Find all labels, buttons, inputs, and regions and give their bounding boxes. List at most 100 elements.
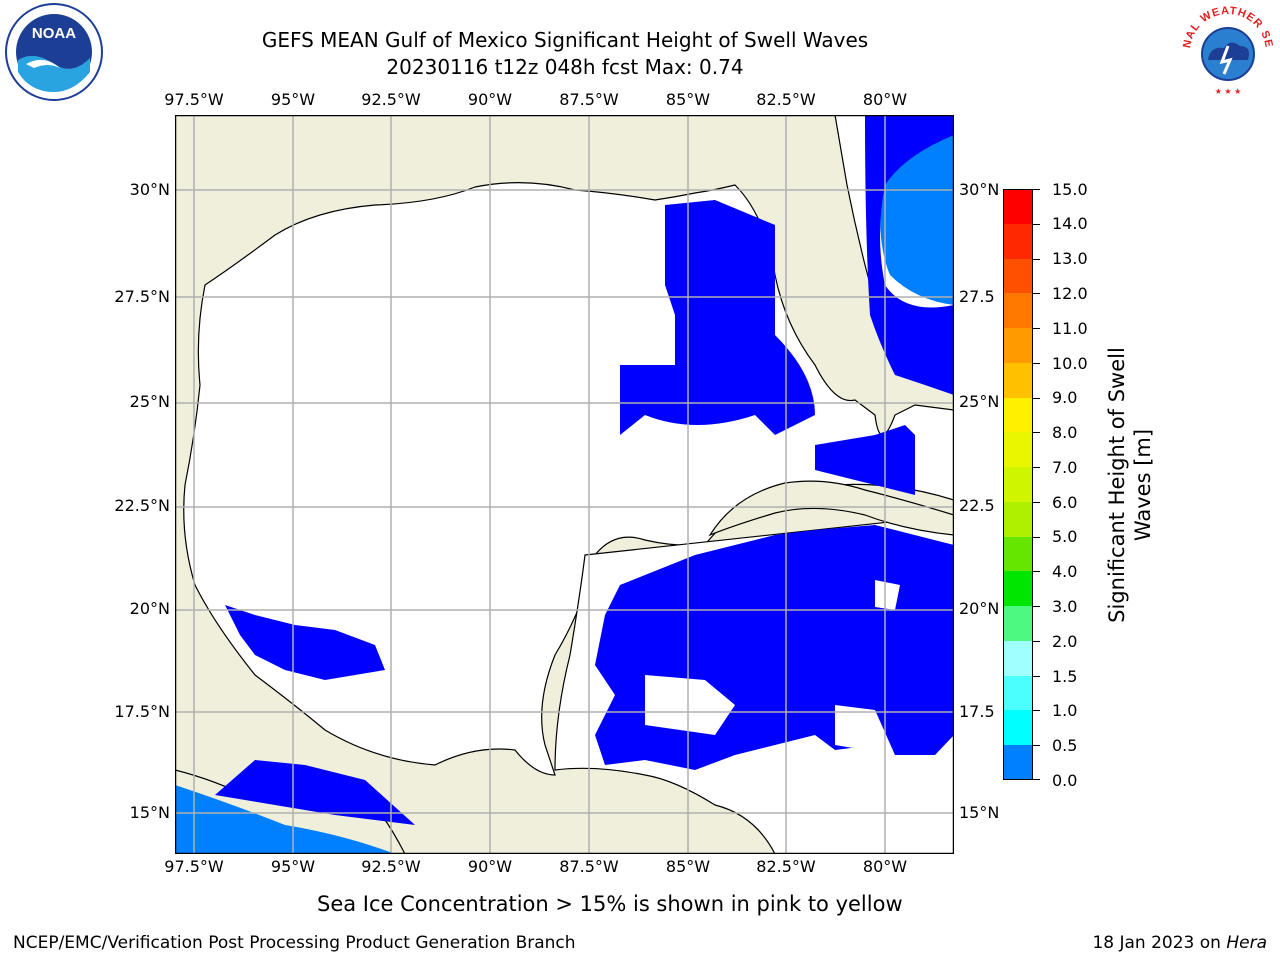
lon-tick-top: 87.5°W — [559, 90, 619, 109]
colorbar-tick: 3.0 — [1052, 597, 1078, 616]
no-swell-hole — [645, 675, 735, 735]
lon-tick-bottom: 82.5°W — [756, 857, 816, 876]
lat-tick-right: 25°N — [959, 392, 1000, 411]
swell-band-0-0.5 — [620, 200, 815, 435]
noaa-logo: NOAA — [4, 2, 104, 102]
colorbar-segment — [1003, 710, 1033, 746]
map-svg — [175, 115, 954, 854]
lat-tick-right: 17.5 — [959, 702, 995, 721]
lon-tick-bottom: 80°W — [862, 857, 908, 876]
lon-tick-top: 95°W — [270, 90, 316, 109]
lat-tick-left: 27.5°N — [114, 287, 170, 306]
chart-subtitle: 20230116 t12z 048h fcst Max: 0.74 — [386, 55, 744, 79]
footer-date: 18 Jan 2023 on Hera — [1092, 933, 1267, 953]
lat-tick-right: 27.5 — [959, 287, 995, 306]
lat-tick-left: 17.5°N — [114, 702, 170, 721]
colorbar-tick: 12.0 — [1052, 284, 1088, 303]
colorbar-tick: 4.0 — [1052, 562, 1078, 581]
colorbar-segment — [1003, 745, 1033, 781]
lat-tick-left: 15°N — [129, 803, 170, 822]
swell-band-0-0.5 — [815, 425, 915, 495]
lon-tick-top: 92.5°W — [361, 90, 421, 109]
colorbar-segment — [1003, 362, 1033, 399]
colorbar-tickmark — [1033, 362, 1040, 364]
lat-tick-left: 25°N — [129, 392, 170, 411]
colorbar-segment — [1003, 501, 1033, 538]
colorbar-tick: 0.5 — [1052, 736, 1078, 755]
colorbar-tickmark — [1033, 397, 1040, 399]
colorbar-segment — [1003, 467, 1033, 503]
colorbar-tickmark — [1033, 328, 1040, 330]
lon-tick-bottom: 95°W — [270, 857, 316, 876]
lon-tick-bottom: 90°W — [467, 857, 513, 876]
lat-tick-left: 22.5°N — [114, 496, 170, 515]
no-swell-hole — [875, 580, 900, 610]
colorbar-segment — [1003, 328, 1033, 364]
colorbar-segment — [1003, 397, 1033, 433]
colorbar-tick: 6.0 — [1052, 493, 1078, 512]
swell-band-0-0.5 — [865, 115, 954, 395]
noaa-logo-text: NOAA — [32, 25, 76, 42]
footer-date-text: 18 Jan 2023 on — [1092, 933, 1227, 953]
lon-tick-top: 82.5°W — [756, 90, 816, 109]
lon-tick-top: 80°W — [862, 90, 908, 109]
colorbar-label-container: Significant Height of Swell Waves [m] — [1100, 335, 1160, 635]
chart-title: GEFS MEAN Gulf of Mexico Significant Hei… — [261, 28, 869, 52]
colorbar-segment — [1003, 223, 1033, 259]
lon-tick-top: 85°W — [665, 90, 711, 109]
colorbar-tickmark — [1033, 467, 1040, 469]
colorbar-segment — [1003, 258, 1033, 294]
colorbar-tick: 7.0 — [1052, 458, 1078, 477]
svg-text:★ ★ ★: ★ ★ ★ — [1215, 87, 1242, 96]
colorbar-tickmark — [1033, 432, 1040, 434]
colorbar-segment — [1003, 293, 1033, 329]
colorbar-tickmark — [1033, 606, 1040, 608]
colorbar-tick: 15.0 — [1052, 180, 1088, 199]
lon-tick-bottom: 97.5°W — [164, 857, 224, 876]
map-panel — [175, 115, 954, 854]
lat-tick-left: 20°N — [129, 599, 170, 618]
lat-tick-right: 15°N — [959, 803, 1000, 822]
swell-band-0.5-1.0 — [175, 785, 395, 854]
colorbar-tick: 8.0 — [1052, 423, 1078, 442]
colorbar-tick: 5.0 — [1052, 527, 1078, 546]
lon-tick-bottom: 92.5°W — [361, 857, 421, 876]
colorbar-segment — [1003, 640, 1033, 677]
swell-band-0-0.5 — [225, 605, 385, 680]
colorbar-tickmark — [1033, 675, 1040, 677]
sea-ice-note: Sea Ice Concentration > 15% is shown in … — [317, 892, 903, 916]
lon-tick-top: 90°W — [467, 90, 513, 109]
colorbar-label: Significant Height of Swell Waves [m] — [1105, 347, 1155, 623]
colorbar — [1003, 189, 1040, 781]
colorbar-tickmark — [1033, 189, 1040, 190]
lon-tick-top: 97.5°W — [164, 90, 224, 109]
colorbar-segment — [1003, 675, 1033, 711]
lon-tick-bottom: 87.5°W — [559, 857, 619, 876]
colorbar-tick: 14.0 — [1052, 214, 1088, 233]
graticule — [175, 115, 954, 854]
colorbar-tickmark — [1033, 223, 1040, 225]
colorbar-tick: 11.0 — [1052, 319, 1088, 338]
colorbar-segment — [1003, 189, 1033, 225]
colorbar-tickmark — [1033, 258, 1040, 260]
footer-credit: NCEP/EMC/Verification Post Processing Pr… — [13, 933, 576, 953]
lat-tick-right: 20°N — [959, 599, 1000, 618]
colorbar-segment — [1003, 432, 1033, 468]
lat-tick-right: 22.5 — [959, 496, 995, 515]
colorbar-segment — [1003, 606, 1033, 642]
cuba-land — [708, 480, 954, 537]
footer-machine: Hera — [1226, 933, 1267, 953]
colorbar-tick: 0.0 — [1052, 771, 1078, 790]
colorbar-tickmark — [1033, 501, 1040, 503]
lon-tick-bottom: 85°W — [665, 857, 711, 876]
colorbar-tick: 10.0 — [1052, 354, 1088, 373]
colorbar-tickmark — [1033, 640, 1040, 642]
no-swell-hole — [835, 705, 895, 755]
colorbar-tickmark — [1033, 745, 1040, 747]
colorbar-tick: 1.0 — [1052, 701, 1078, 720]
colorbar-tickmark — [1033, 571, 1040, 573]
nws-logo: NATIONAL WEATHER SERVICE ★ ★ ★ — [1173, 0, 1278, 102]
lat-tick-left: 30°N — [129, 180, 170, 199]
colorbar-tickmark — [1033, 710, 1040, 712]
colorbar-tick: 2.0 — [1052, 632, 1078, 651]
